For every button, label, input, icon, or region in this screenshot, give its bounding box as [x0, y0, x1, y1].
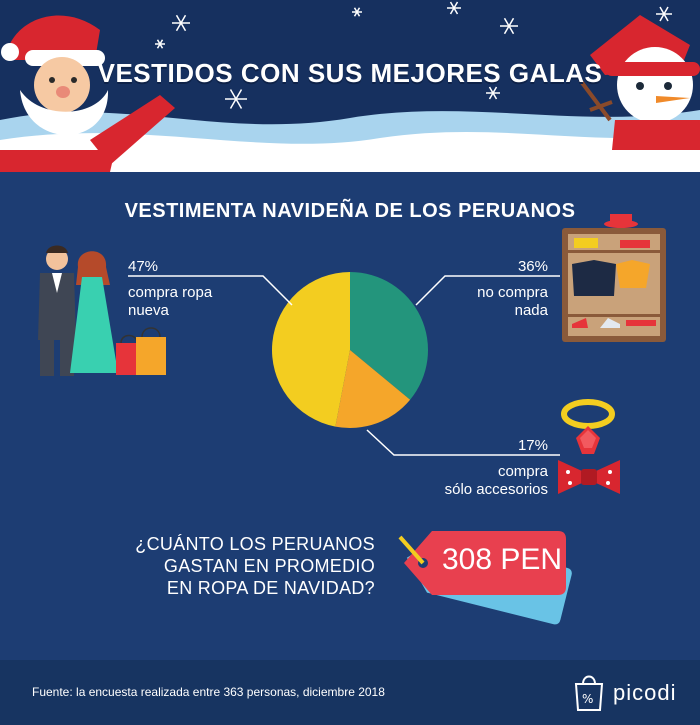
- santa-icon: [0, 15, 175, 172]
- slice-none-label-line1: no compra: [477, 284, 548, 301]
- question-line1: ¿CUÁNTO LOS PERUANOS: [135, 534, 375, 554]
- price-tag-icon: [398, 531, 572, 625]
- question-line3: EN ROPA DE NAVIDAD?: [166, 578, 375, 598]
- svg-text:%: %: [582, 692, 593, 706]
- necklace-icon: [561, 399, 615, 454]
- bow-tie-icon: [558, 460, 620, 494]
- slice-none-percent: 36%: [517, 258, 548, 275]
- pie-slice-no-buy: [350, 272, 428, 400]
- slice-accessories-label-line2: sólo accesorios: [444, 481, 548, 498]
- price-value: 308 PEN: [441, 543, 563, 576]
- snowflake-icon: [155, 1, 672, 109]
- footer-bar: [0, 660, 700, 725]
- snowman-icon: [578, 15, 700, 150]
- slice-new-clothes-label-line2: nueva: [128, 302, 169, 319]
- question-text: ¿CUÁNTO LOS PERUANOS GASTAN EN PROMEDIO …: [95, 533, 375, 599]
- slice-new-clothes-label-line1: compra ropa: [128, 284, 213, 301]
- leader-line-accessories: [366, 429, 560, 456]
- question-line2: GASTAN EN PROMEDIO: [163, 556, 375, 576]
- slice-accessories-label-line1: compra: [497, 463, 548, 480]
- brand-name: picodi: [613, 680, 677, 705]
- slice-accessories-percent: 17%: [517, 437, 548, 454]
- header-title: VESTIDOS CON SUS MEJORES GALAS: [97, 58, 603, 88]
- slice-none-label-line2: nada: [514, 302, 548, 319]
- chart-title: VESTIMENTA NAVIDEÑA DE LOS PERUANOS: [124, 200, 576, 222]
- leader-lines: [128, 275, 560, 456]
- picodi-logo-icon: %: [574, 675, 604, 711]
- pie-slice-accessories: [335, 350, 411, 428]
- leader-line-none: [415, 275, 560, 306]
- shopping-bags-icon: [116, 327, 166, 375]
- pie-slice-new-clothes: [272, 272, 350, 427]
- source-note: Fuente: la encuesta realizada entre 363 …: [32, 685, 385, 699]
- leader-line-new-clothes: [128, 275, 293, 306]
- header-banner: [0, 0, 700, 172]
- slice-new-clothes-percent: 47%: [128, 258, 159, 275]
- couple-illustration: [38, 245, 166, 376]
- pie-chart: [272, 272, 428, 428]
- wardrobe-icon: [562, 214, 666, 342]
